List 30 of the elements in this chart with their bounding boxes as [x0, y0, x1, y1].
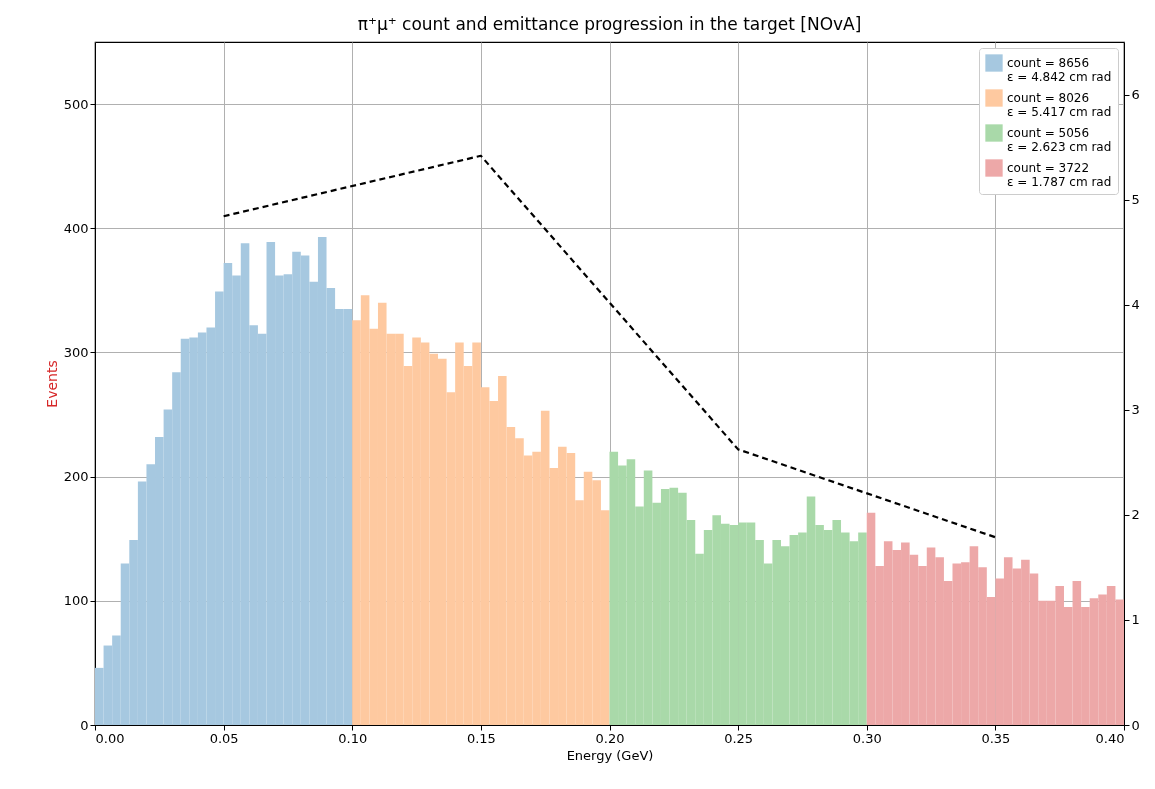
- y2-tick-label: 3: [1131, 402, 1140, 418]
- x-tick-label: 0.15: [466, 730, 496, 746]
- y2-tick-label: 2: [1131, 507, 1140, 523]
- x-tick-label: 0.00: [95, 730, 125, 746]
- x-tick-label: 0.20: [595, 730, 625, 746]
- legend-label: count = 8026 ε = 5.417 cm rad: [1007, 91, 1112, 119]
- line-series: [222, 154, 997, 539]
- legend-label: count = 5056 ε = 2.623 cm rad: [1007, 126, 1112, 154]
- y-tick-label: 400: [63, 220, 89, 236]
- legend-label: count = 3722 ε = 1.787 cm rad: [1007, 161, 1112, 189]
- y2-tick-label: 5: [1131, 192, 1140, 208]
- y2-tick-label: 0: [1131, 717, 1140, 733]
- y-tick-label: 500: [63, 96, 89, 112]
- x-tick-label: 0.10: [338, 730, 368, 746]
- y2-tick-label: 4: [1131, 297, 1140, 313]
- x-tick-label: 0.40: [1095, 730, 1125, 746]
- x-tick-label: 0.30: [852, 730, 882, 746]
- y-axis-title: Events: [43, 360, 60, 408]
- y2-tick-label: 6: [1131, 87, 1140, 103]
- y-tick-label: 100: [63, 593, 89, 609]
- y-tick-label: 300: [63, 344, 89, 360]
- x-tick-label: 0.25: [724, 730, 754, 746]
- legend-label: count = 8656 ε = 4.842 cm rad: [1007, 56, 1112, 84]
- chart-title: π⁺μ⁺ count and emittance progression in the target [NOvA]: [357, 14, 862, 34]
- x-axis-title: Energy (GeV): [566, 747, 654, 763]
- y-tick-label: 0: [80, 717, 89, 733]
- y2-tick-label: 1: [1131, 612, 1140, 628]
- x-tick-label: 0.05: [209, 730, 239, 746]
- y-tick-label: 200: [63, 469, 89, 485]
- x-tick-label: 0.35: [981, 730, 1011, 746]
